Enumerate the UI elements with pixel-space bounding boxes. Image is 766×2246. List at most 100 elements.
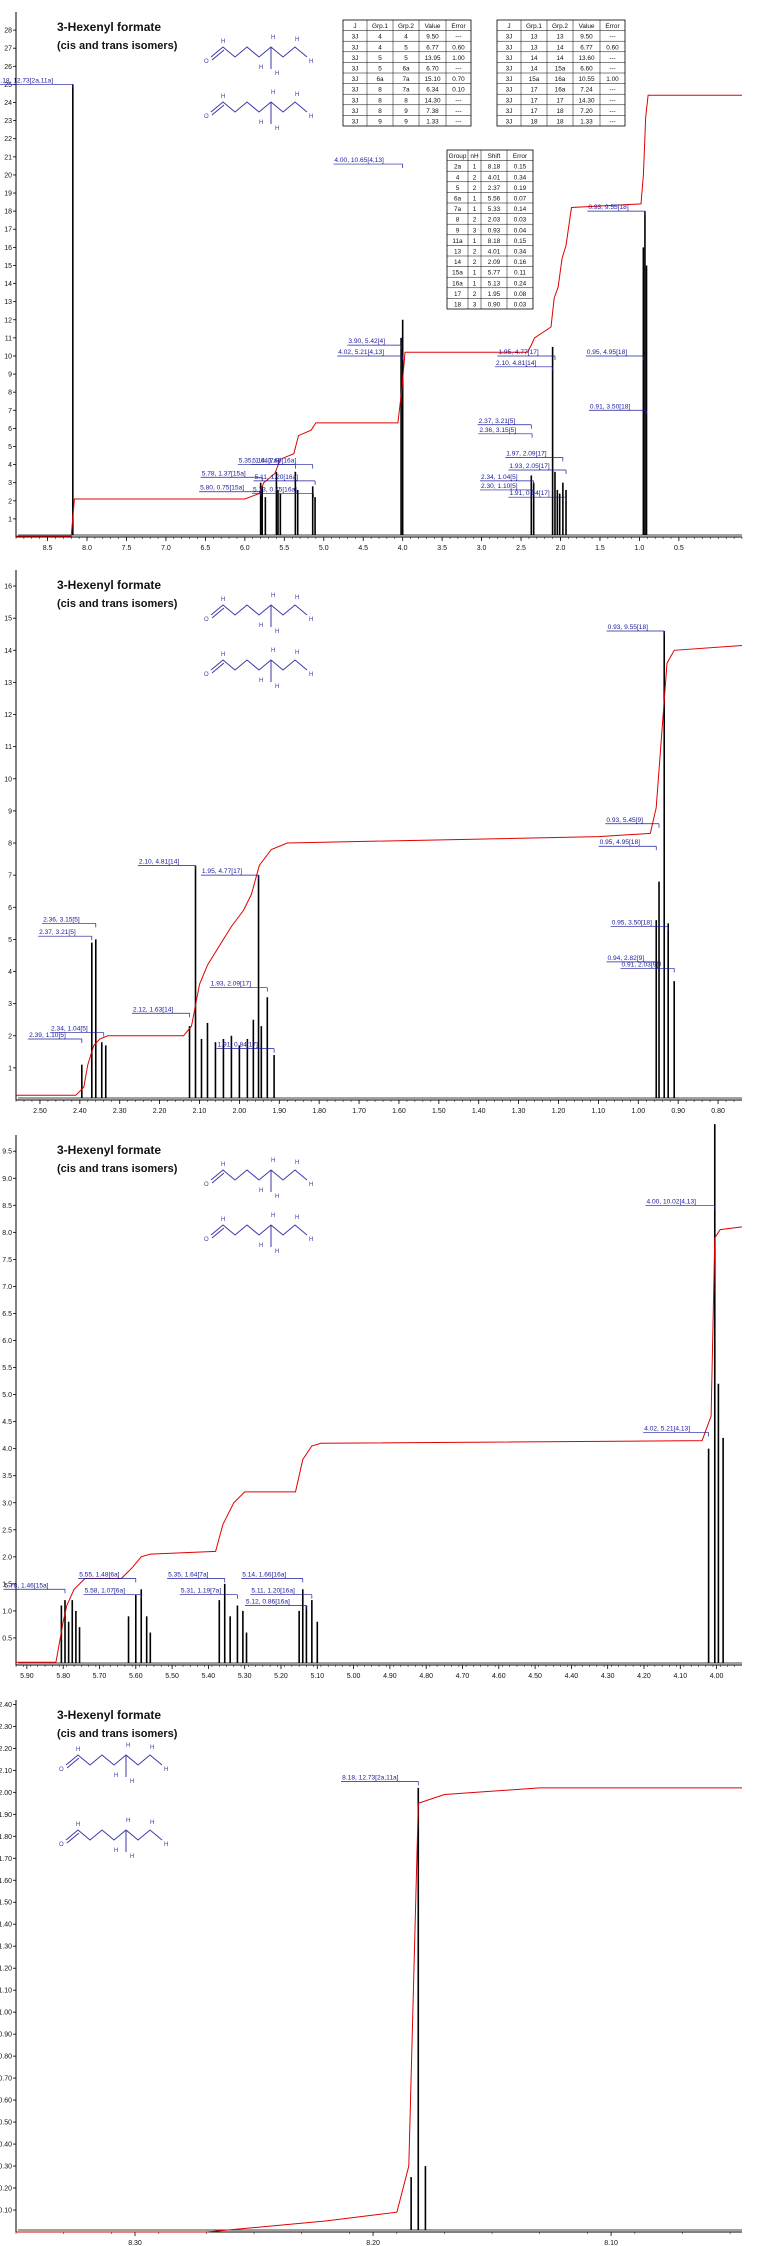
table-cell: 6a <box>376 76 384 83</box>
peak-label: 5.11, 1.20[16a] <box>255 474 299 481</box>
peak-label: 1.91, 0.94[17] <box>509 490 549 497</box>
molecule-structure-bottom: O H H H H H H <box>204 1213 313 1255</box>
table-cell: 0.90 <box>488 302 501 309</box>
y-tick-label: 6 <box>8 905 12 912</box>
table-cell: 0.24 <box>514 280 527 287</box>
molecule-atom: H <box>76 1822 80 1828</box>
table-cell: 1 <box>473 238 477 245</box>
y-tick-label: 1.70 <box>0 1856 12 1863</box>
molecule-atom: H <box>126 1818 130 1824</box>
y-tick-label: 1.90 <box>0 1812 12 1819</box>
x-tick-label: 5.70 <box>93 1673 107 1680</box>
spectrum-panel-3: 0.5 1.0 1.5 2.0 2.5 3.0 3.5 4.0 4.5 5.0 5.5 6.0 6.5 7… <box>2 1124 743 1680</box>
molecule-atom: H <box>271 1158 275 1164</box>
table-cell: --- <box>455 119 461 126</box>
table-cell: 5 <box>404 44 408 51</box>
table-cell: 14 <box>556 44 564 51</box>
y-tick-label: 0.20 <box>0 2186 12 2193</box>
x-tick-label: 6.5 <box>201 545 211 552</box>
spectrum-title: 3-Hexenyl formate <box>57 1708 161 1722</box>
table-cell: 0.60 <box>452 44 465 51</box>
peak-label: 5.35, 1.64[7a] <box>168 1571 208 1578</box>
x-tick-label: 4.80 <box>419 1673 433 1680</box>
y-tick-label: 2.5 <box>2 1527 12 1534</box>
y-tick-label: 24 <box>4 100 12 107</box>
y-tick-label: 1 <box>8 516 12 523</box>
table-cell: 6a <box>454 196 462 203</box>
x-tick-label: 4.00 <box>710 1673 724 1680</box>
y-tick-label: 17 <box>4 227 12 234</box>
table-cell: 5.56 <box>488 196 501 203</box>
y-tick-label: 2.40 <box>0 1702 12 1709</box>
molecule-atom: H <box>221 94 225 100</box>
table-cell: 14 <box>530 66 538 73</box>
table-cell: --- <box>609 66 615 73</box>
x-tick-label: 5.0 <box>319 545 329 552</box>
y-tick-label: 2 <box>8 498 12 505</box>
x-tick-label: 4.20 <box>637 1673 651 1680</box>
table-header-cell: J <box>507 23 510 30</box>
molecule-atom: O <box>204 672 209 678</box>
table-cell: 9 <box>404 108 408 115</box>
molecule-atom: H <box>309 59 313 65</box>
table-cell: 13 <box>454 249 462 256</box>
y-tick-label: 25 <box>4 82 12 89</box>
y-tick-label: 22 <box>4 136 12 143</box>
table-cell: 3J <box>352 44 359 51</box>
x-tick-label: 1.0 <box>635 545 645 552</box>
y-tick-label: 1 <box>8 1065 12 1072</box>
molecule-double-bond <box>211 1227 225 1239</box>
table-cell: 6.60 <box>580 66 593 73</box>
table-cell: 8.18 <box>488 164 501 171</box>
table-cell: 13 <box>530 44 538 51</box>
table-cell: 4 <box>404 34 408 41</box>
y-tick-label: 21 <box>4 154 12 161</box>
y-tick-label: 23 <box>4 118 12 125</box>
molecule-atom: H <box>295 92 299 98</box>
molecule-atom: H <box>295 1160 299 1166</box>
y-tick-label: 13 <box>4 299 12 306</box>
molecule-atom: H <box>259 623 263 629</box>
table-cell: 2 <box>473 217 477 224</box>
molecule-atom: H <box>309 1182 313 1188</box>
y-tick-label: 0.40 <box>0 2142 12 2149</box>
table-cell: 5 <box>378 55 382 62</box>
table-cell: 11a <box>452 238 463 245</box>
table-cell: 17 <box>454 291 462 298</box>
integral-curve <box>16 1226 743 1663</box>
y-tick-label: 26 <box>4 64 12 71</box>
molecule-atom: H <box>271 648 275 654</box>
peak-label: 0.93, 9.55[18] <box>588 204 628 211</box>
table-cell: 18 <box>454 302 462 309</box>
table-cell: --- <box>609 34 615 41</box>
x-tick-label: 0.5 <box>674 545 684 552</box>
molecule-atom: O <box>204 59 209 65</box>
peak-label: 5.12, 0.86[16a] <box>246 1599 290 1606</box>
table-header-cell: Grp.2 <box>398 23 414 30</box>
y-tick-label: 8.0 <box>2 1230 12 1237</box>
table-cell: 7.24 <box>580 87 593 94</box>
x-tick-label: 1.20 <box>552 1108 566 1115</box>
table-border <box>446 149 534 310</box>
y-tick-label: 11 <box>5 744 12 751</box>
x-tick-label: 4.90 <box>383 1673 397 1680</box>
peak-label: 2.10, 4.81[14] <box>496 360 536 367</box>
y-tick-label: 0.50 <box>0 2120 12 2127</box>
table-cell: 3J <box>506 34 513 41</box>
x-tick-label: 5.30 <box>238 1673 252 1680</box>
table-cell: 7.38 <box>426 108 439 115</box>
molecule-atom: H <box>76 1747 80 1753</box>
table-cell: 2 <box>473 259 477 266</box>
x-tick-label: 4.30 <box>601 1673 615 1680</box>
table-cell: 13 <box>556 34 564 41</box>
table-cell: 8 <box>404 97 408 104</box>
table-cell: 3J <box>352 97 359 104</box>
table-cell: 17 <box>530 87 538 94</box>
x-tick-label: 1.5 <box>595 545 605 552</box>
table-cell: --- <box>609 108 615 115</box>
y-tick-label: 2.20 <box>0 1746 12 1753</box>
molecule-atom: H <box>271 1213 275 1219</box>
table-cell: 0.15 <box>514 238 527 245</box>
molecule-bonds <box>210 101 308 113</box>
molecule-atom: H <box>309 114 313 120</box>
